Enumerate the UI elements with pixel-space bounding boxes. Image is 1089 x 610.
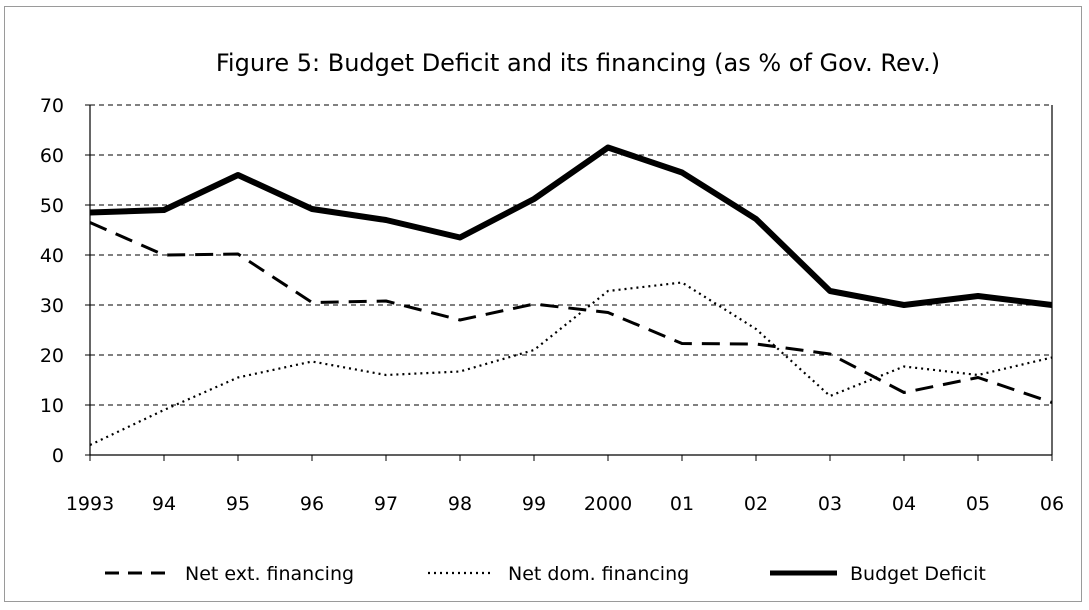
y-tick-label: 50 [40, 195, 64, 217]
y-tick-label: 0 [52, 445, 64, 467]
data-series [89, 144, 1053, 446]
series-line-1 [89, 281, 1053, 446]
y-tick-label: 30 [40, 295, 64, 317]
x-axis-tick-labels: 1993 94 95 96 97 98 99 2000 01 02 03 04 05 06 [66, 493, 1064, 515]
legend-label-2: Budget Deficit [850, 563, 986, 585]
x-tick-label: 01 [670, 493, 694, 515]
y-tick-label: 60 [40, 145, 64, 167]
x-tick-label: 94 [152, 493, 176, 515]
legend-label-1: Net dom. financing [508, 563, 689, 585]
x-tick-label: 2000 [584, 493, 632, 515]
series-line-2 [89, 144, 1053, 308]
y-tick-label: 70 [40, 95, 64, 117]
x-tick-label: 95 [226, 493, 250, 515]
x-tick-label: 1993 [66, 493, 114, 515]
legend-label-0: Net ext. financing [185, 563, 354, 585]
y-tick-label: 20 [40, 345, 64, 367]
x-tick-label: 04 [892, 493, 916, 515]
x-tick-label: 02 [744, 493, 768, 515]
series-line-0 [89, 221, 1053, 404]
x-tick-label: 99 [522, 493, 546, 515]
x-tick-label: 03 [818, 493, 842, 515]
x-tick-label: 97 [374, 493, 398, 515]
axes [85, 104, 1053, 461]
y-axis-tick-labels: 0 10 20 30 40 50 60 70 [40, 95, 64, 467]
chart-title: Figure 5: Budget Deficit and its financi… [216, 49, 940, 77]
y-tick-label: 10 [40, 395, 64, 417]
x-tick-label: 05 [966, 493, 990, 515]
x-tick-label: 96 [300, 493, 324, 515]
y-tick-label: 40 [40, 245, 64, 267]
legend: Net ext. financing Net dom. financing Budg… [105, 563, 986, 585]
x-tick-label: 98 [448, 493, 472, 515]
x-tick-label: 06 [1040, 493, 1064, 515]
